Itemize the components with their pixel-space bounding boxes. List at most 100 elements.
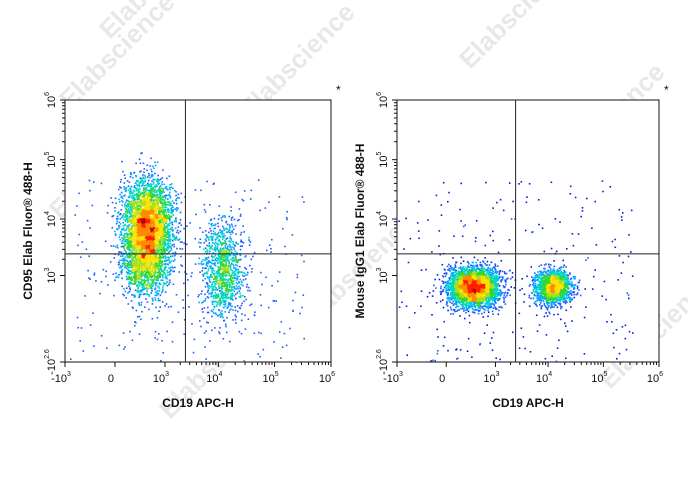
event-dot (165, 239, 167, 241)
event-dot (228, 261, 231, 264)
event-dot (163, 218, 166, 221)
event-dot (208, 265, 211, 268)
event-dot (135, 229, 137, 232)
event-dot (160, 216, 163, 219)
event-dot (139, 205, 142, 208)
event-dot (206, 282, 209, 284)
event-dot (133, 256, 135, 259)
event-dot (202, 259, 204, 261)
event-dot (171, 200, 174, 202)
event-dot (151, 227, 153, 230)
event-dot (175, 220, 177, 223)
event-dot (222, 236, 224, 239)
event-dot (167, 210, 169, 212)
event-dot (149, 279, 152, 281)
event-dot (239, 278, 242, 281)
event-dot (146, 221, 149, 223)
event-dot (127, 236, 130, 239)
event-dot (227, 305, 229, 308)
event-dot (143, 258, 146, 260)
event-dot (214, 312, 217, 314)
event-dot (168, 267, 170, 270)
event-dot (131, 225, 134, 227)
event-dot (144, 264, 146, 267)
event-dot (169, 242, 172, 245)
event-dot (139, 247, 141, 249)
event-dot (121, 197, 124, 200)
event-dot (199, 271, 201, 273)
event-dot (122, 238, 124, 241)
event-dot (135, 207, 138, 209)
event-dot (165, 260, 168, 262)
event-dot (161, 205, 164, 208)
event-dot (176, 229, 179, 232)
event-dot (143, 223, 145, 226)
event-dot (110, 197, 112, 199)
event-dot (152, 225, 154, 228)
event-dot (142, 227, 145, 229)
event-dot (153, 201, 155, 203)
event-dot (127, 266, 130, 269)
event-dot (213, 255, 216, 258)
event-dot (136, 224, 138, 226)
event-dot (142, 237, 144, 239)
event-dot (119, 271, 122, 273)
event-dot (135, 278, 137, 280)
event-dot (229, 265, 231, 268)
event-dot (144, 232, 146, 234)
event-dot (225, 220, 228, 223)
event-dot (129, 276, 131, 278)
event-dot (123, 195, 125, 197)
event-dot (145, 298, 147, 300)
event-dot (157, 293, 159, 296)
event-dot (209, 247, 212, 249)
event-dot (172, 210, 174, 212)
event-dot (186, 225, 188, 227)
event-dot (136, 205, 139, 207)
event-dot (163, 234, 166, 236)
event-dot (219, 298, 222, 301)
event-dot (143, 233, 145, 236)
event-dot (220, 254, 223, 257)
event-dot (216, 289, 219, 291)
event-dot (157, 292, 160, 295)
event-dot (145, 220, 148, 223)
event-dot (143, 268, 146, 271)
event-dot (154, 294, 157, 297)
event-dot (142, 189, 145, 191)
event-dot (140, 201, 142, 203)
event-dot (239, 292, 241, 295)
event-dot (143, 279, 146, 281)
event-dot (224, 270, 226, 273)
event-dot (142, 239, 145, 241)
event-dot (143, 206, 146, 208)
event-dot (121, 271, 123, 273)
event-dot (173, 270, 175, 273)
event-dot (136, 269, 139, 271)
event-dot (144, 218, 146, 220)
event-dot (169, 219, 171, 221)
event-dot (244, 314, 246, 317)
event-dot (138, 191, 141, 193)
event-dot (211, 222, 213, 225)
event-dot (145, 250, 148, 253)
event-dot (159, 192, 161, 195)
event-dot (136, 242, 139, 245)
event-dot (148, 284, 151, 286)
event-dot (121, 277, 123, 280)
event-dot (148, 232, 151, 234)
event-dot (124, 190, 127, 193)
event-dot (131, 209, 133, 212)
event-dot (144, 230, 147, 232)
event-dot (148, 285, 151, 287)
event-dot (126, 287, 128, 289)
event-dot (138, 185, 141, 188)
event-dot (127, 264, 129, 266)
event-dot (223, 303, 225, 306)
event-dot (136, 285, 138, 287)
event-dot (173, 245, 175, 248)
event-dot (141, 229, 143, 232)
event-dot (148, 260, 150, 262)
event-dot (125, 265, 127, 267)
event-dot (138, 278, 141, 280)
